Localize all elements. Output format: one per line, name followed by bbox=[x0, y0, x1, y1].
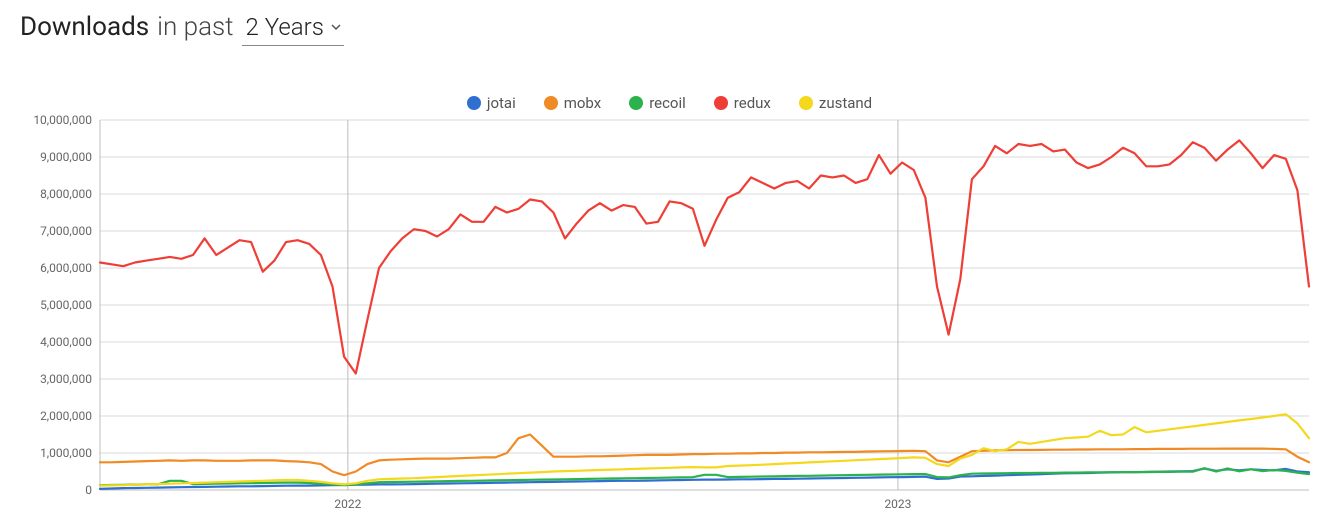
period-value: 2 Years bbox=[246, 13, 324, 41]
legend-label: recoil bbox=[649, 94, 686, 112]
legend-item-jotai[interactable]: jotai bbox=[467, 94, 516, 112]
series-mobx bbox=[100, 435, 1309, 476]
legend-swatch bbox=[629, 96, 643, 110]
legend-swatch bbox=[714, 96, 728, 110]
period-select[interactable]: 2 Years bbox=[242, 13, 344, 46]
svg-text:6,000,000: 6,000,000 bbox=[40, 261, 92, 275]
svg-text:2,000,000: 2,000,000 bbox=[40, 409, 92, 423]
legend-label: redux bbox=[734, 94, 771, 112]
legend-swatch bbox=[467, 96, 481, 110]
svg-text:10,000,000: 10,000,000 bbox=[33, 115, 92, 127]
legend-item-mobx[interactable]: mobx bbox=[544, 94, 601, 112]
line-chart: 0 1,000,000 2,000,000 3,000,000 4,000,000 5,0… bbox=[20, 115, 1319, 520]
legend-swatch bbox=[799, 96, 813, 110]
svg-text:0: 0 bbox=[85, 483, 92, 497]
chevron-down-icon bbox=[330, 21, 342, 33]
legend-swatch bbox=[544, 96, 558, 110]
svg-text:2023: 2023 bbox=[884, 497, 911, 511]
legend-item-zustand[interactable]: zustand bbox=[799, 94, 872, 112]
svg-text:3,000,000: 3,000,000 bbox=[40, 372, 92, 386]
svg-text:9,000,000: 9,000,000 bbox=[40, 150, 92, 164]
svg-text:2022: 2022 bbox=[334, 497, 361, 511]
series-recoil bbox=[100, 468, 1309, 485]
legend-label: zustand bbox=[819, 94, 872, 112]
legend-label: jotai bbox=[487, 94, 516, 112]
svg-text:4,000,000: 4,000,000 bbox=[40, 335, 92, 349]
legend-item-redux[interactable]: redux bbox=[714, 94, 771, 112]
svg-text:5,000,000: 5,000,000 bbox=[40, 298, 92, 312]
chart-area: 0 1,000,000 2,000,000 3,000,000 4,000,000 5,0… bbox=[20, 115, 1319, 520]
svg-text:1,000,000: 1,000,000 bbox=[40, 446, 92, 460]
title-strong: Downloads bbox=[20, 12, 149, 42]
chart-title-row: Downloads in past 2 Years bbox=[20, 12, 1319, 46]
legend-label: mobx bbox=[564, 94, 601, 112]
legend-item-recoil[interactable]: recoil bbox=[629, 94, 686, 112]
svg-text:8,000,000: 8,000,000 bbox=[40, 187, 92, 201]
title-rest: in past bbox=[157, 12, 233, 42]
series-redux bbox=[100, 140, 1309, 373]
chart-legend: jotai mobx recoil redux zustand bbox=[20, 94, 1319, 112]
svg-text:7,000,000: 7,000,000 bbox=[40, 224, 92, 238]
